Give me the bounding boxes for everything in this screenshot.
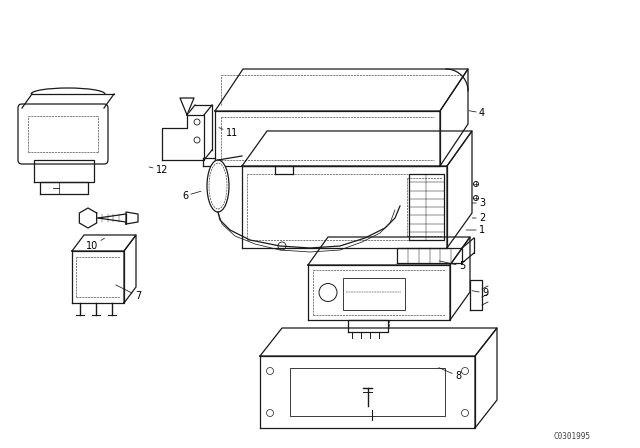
- Text: 3: 3: [472, 198, 485, 208]
- Text: 5: 5: [439, 261, 465, 271]
- Text: 10: 10: [86, 238, 104, 251]
- Text: 6: 6: [182, 191, 201, 201]
- FancyBboxPatch shape: [18, 104, 108, 164]
- Polygon shape: [180, 98, 194, 115]
- Ellipse shape: [207, 160, 229, 212]
- Text: 11: 11: [219, 128, 238, 138]
- Text: 8: 8: [439, 368, 461, 381]
- Text: 9: 9: [472, 288, 488, 298]
- Text: 2: 2: [472, 213, 485, 223]
- Bar: [343, 278, 405, 310]
- Text: 4: 4: [469, 108, 485, 118]
- Text: 1: 1: [466, 225, 485, 235]
- Text: 12: 12: [149, 165, 168, 175]
- Text: 7: 7: [116, 285, 141, 301]
- Text: C0301995: C0301995: [554, 431, 591, 440]
- Bar: [290, 368, 445, 416]
